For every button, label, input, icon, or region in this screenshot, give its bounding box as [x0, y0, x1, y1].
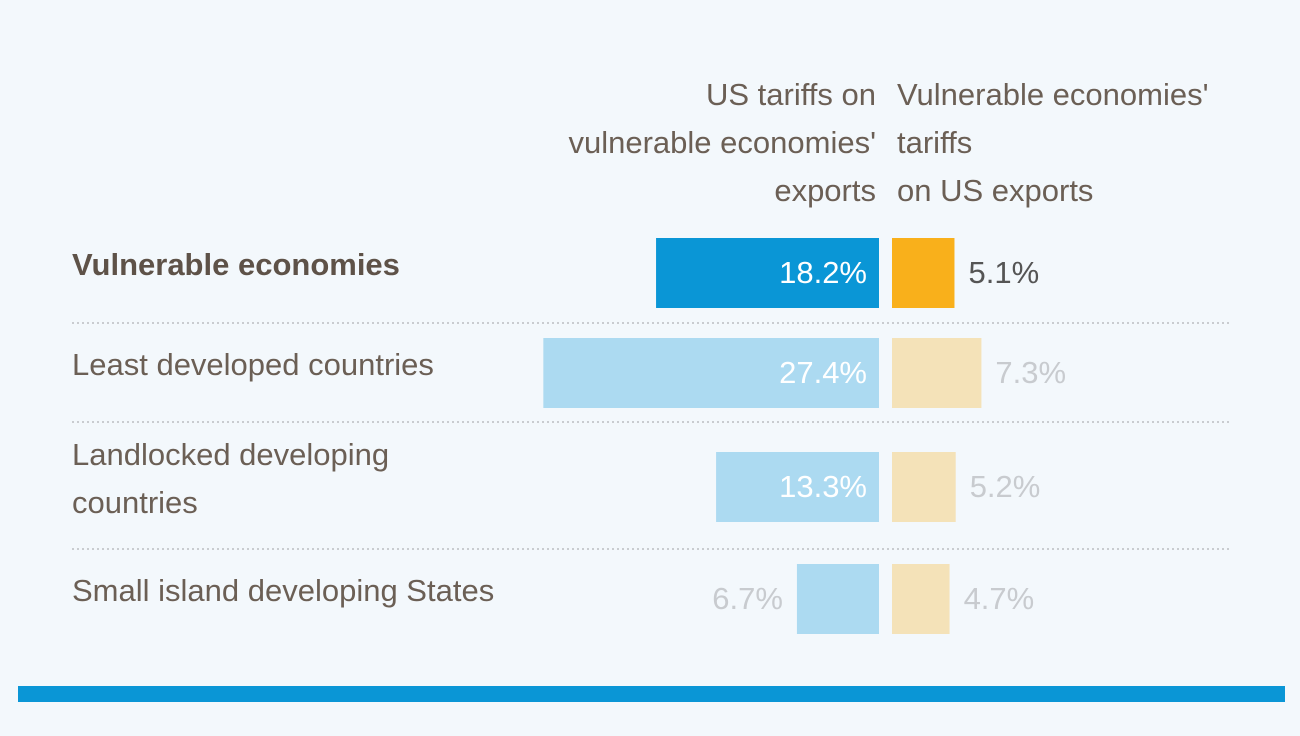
column-header: US tariffs on vulnerable economies' export…	[569, 77, 877, 208]
bar	[892, 238, 955, 308]
bar	[892, 564, 950, 634]
category-label: Small island developing States	[72, 573, 494, 608]
bar	[543, 338, 879, 408]
category-label: Least developed countries	[72, 347, 434, 382]
category-label: Vulnerable economies	[72, 247, 400, 282]
value-label: 13.3%	[779, 469, 867, 504]
value-label: 5.1%	[968, 255, 1039, 290]
category-label: Landlocked developing countries	[72, 437, 389, 520]
bar	[892, 338, 982, 408]
value-label: 7.3%	[995, 355, 1066, 390]
value-label: 6.7%	[712, 581, 783, 616]
value-label: 4.7%	[964, 581, 1035, 616]
column-header: Vulnerable economies' tariffs on US export…	[897, 77, 1209, 208]
footer-bar	[18, 686, 1285, 702]
bar	[656, 238, 879, 308]
bar	[716, 452, 879, 522]
value-label: 18.2%	[779, 255, 867, 290]
value-label: 5.2%	[970, 469, 1041, 504]
bar	[796, 564, 879, 634]
value-label: 27.4%	[779, 355, 867, 390]
bar	[892, 452, 956, 522]
